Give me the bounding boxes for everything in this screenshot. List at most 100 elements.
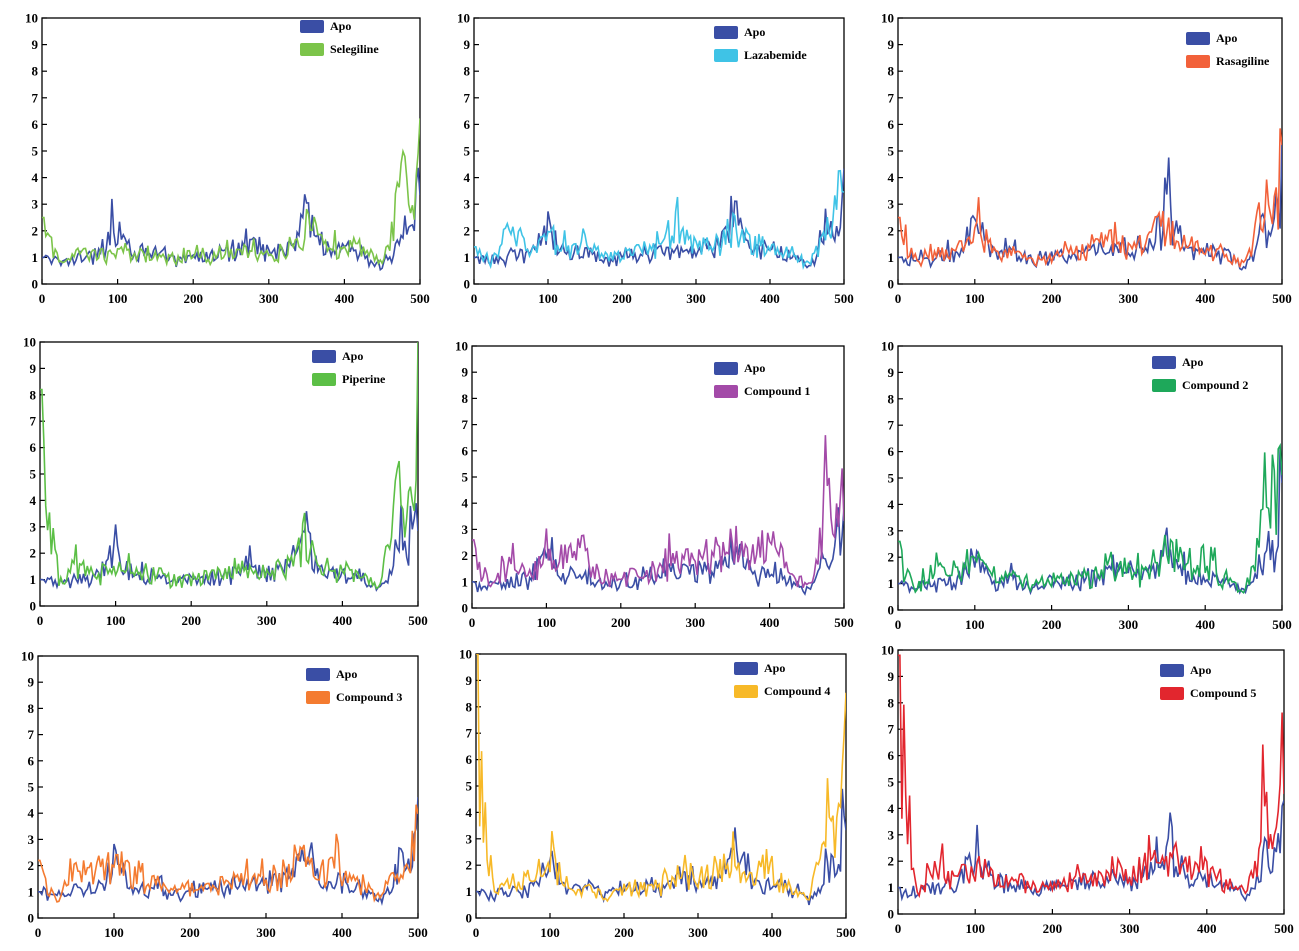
x-tick-label: 100 (965, 921, 985, 936)
x-tick-label: 200 (1042, 617, 1062, 632)
y-tick-label: 10 (21, 649, 34, 664)
legend-label: Apo (342, 349, 363, 363)
y-tick-label: 8 (888, 64, 895, 79)
x-tick-label: 0 (895, 291, 902, 306)
y-tick-label: 3 (888, 523, 895, 538)
y-tick-label: 4 (30, 493, 37, 508)
legend-swatch (1152, 379, 1176, 392)
legend-label: Apo (764, 661, 785, 675)
y-tick-label: 3 (462, 522, 469, 537)
y-tick-label: 8 (466, 699, 473, 714)
y-tick-label: 4 (466, 805, 473, 820)
series-line-apo (38, 797, 418, 907)
legend-label: Apo (330, 19, 351, 33)
y-tick-label: 8 (30, 387, 37, 402)
legend-swatch (714, 26, 738, 39)
legend-swatch (1186, 32, 1210, 45)
x-tick-label: 500 (834, 615, 854, 630)
series-line-apo (898, 799, 1284, 903)
legend-swatch (312, 350, 336, 363)
x-tick-label: 300 (688, 925, 708, 940)
y-tick-label: 7 (28, 727, 35, 742)
x-tick-label: 300 (259, 291, 279, 306)
plot-frame (41, 17, 421, 285)
y-tick-label: 6 (888, 748, 895, 763)
y-tick-label: 2 (30, 546, 37, 561)
y-tick-label: 3 (28, 832, 35, 847)
y-tick-label: 6 (462, 443, 469, 458)
legend-swatch (306, 691, 330, 704)
legend-label: Selegiline (330, 42, 379, 56)
y-tick-label: 9 (462, 365, 469, 380)
x-tick-label: 100 (106, 613, 126, 628)
x-tick-label: 200 (180, 925, 200, 940)
y-tick-label: 9 (32, 37, 39, 52)
x-tick-label: 500 (408, 925, 428, 940)
y-tick-label: 4 (462, 496, 469, 511)
x-tick-label: 400 (1195, 291, 1215, 306)
y-tick-label: 5 (466, 779, 473, 794)
legend-label: Compound 1 (744, 384, 810, 398)
y-tick-label: 5 (32, 144, 39, 159)
y-tick-label: 4 (32, 170, 39, 185)
x-tick-label: 0 (469, 615, 476, 630)
x-tick-label: 200 (183, 291, 203, 306)
legend-label: Apo (1190, 663, 1211, 677)
x-tick-label: 300 (1119, 291, 1139, 306)
x-tick-label: 500 (408, 613, 428, 628)
x-tick-label: 300 (1119, 617, 1139, 632)
x-tick-label: 400 (335, 291, 355, 306)
y-tick-label: 3 (30, 519, 37, 534)
y-tick-label: 7 (32, 90, 39, 105)
y-tick-label: 5 (888, 471, 895, 486)
y-tick-label: 8 (462, 391, 469, 406)
x-tick-label: 500 (1274, 921, 1294, 936)
legend-swatch (1160, 687, 1184, 700)
y-tick-label: 7 (462, 417, 469, 432)
x-tick-label: 100 (540, 925, 560, 940)
y-tick-label: 7 (30, 414, 37, 429)
series-line-apo (472, 507, 844, 596)
x-tick-label: 300 (256, 925, 276, 940)
y-tick-label: 0 (462, 601, 469, 616)
x-tick-label: 0 (895, 617, 902, 632)
y-tick-label: 5 (464, 144, 471, 159)
legend-swatch (714, 49, 738, 62)
legend-label: Apo (336, 667, 357, 681)
y-tick-label: 2 (32, 223, 39, 238)
y-tick-label: 0 (888, 603, 895, 618)
y-tick-label: 1 (888, 880, 895, 895)
legend-label: Apo (1182, 355, 1203, 369)
y-tick-label: 1 (32, 250, 39, 265)
y-tick-label: 3 (888, 197, 895, 212)
y-tick-label: 4 (888, 170, 895, 185)
y-tick-label: 9 (28, 675, 35, 690)
y-tick-label: 10 (881, 11, 894, 26)
y-tick-label: 5 (462, 470, 469, 485)
y-tick-label: 2 (888, 550, 895, 565)
y-tick-label: 2 (888, 223, 895, 238)
x-tick-label: 200 (1042, 291, 1062, 306)
x-tick-label: 500 (410, 291, 430, 306)
y-tick-label: 2 (462, 548, 469, 563)
series-line-selegiline (42, 118, 420, 267)
x-tick-label: 0 (37, 613, 44, 628)
y-tick-label: 6 (464, 117, 471, 132)
x-tick-label: 300 (1120, 921, 1140, 936)
legend-label: Apo (744, 25, 765, 39)
x-tick-label: 500 (1272, 291, 1292, 306)
x-tick-label: 400 (760, 615, 780, 630)
x-tick-label: 100 (965, 617, 985, 632)
x-tick-label: 100 (965, 291, 985, 306)
legend-swatch (312, 373, 336, 386)
series-line-compound-4 (476, 654, 846, 903)
series-line-apo (476, 788, 846, 906)
legend-label: Compound 2 (1182, 378, 1248, 392)
y-tick-label: 5 (30, 467, 37, 482)
legend-label: Rasagiline (1216, 54, 1270, 68)
